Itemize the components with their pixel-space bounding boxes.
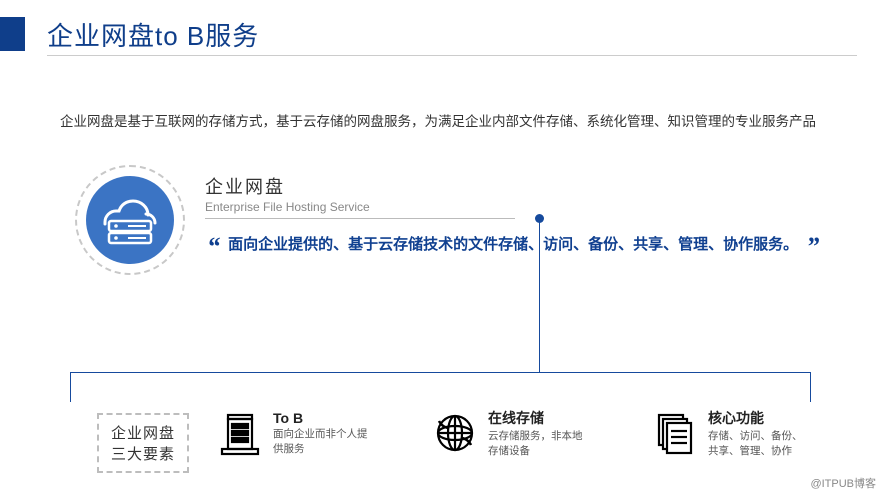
feature-title: To B bbox=[273, 410, 368, 426]
building-icon bbox=[215, 408, 265, 458]
cloud-server-icon bbox=[86, 176, 174, 264]
feature-text: To B 面向企业而非个人提 供服务 bbox=[273, 410, 368, 455]
heading-title: 企业网盘 bbox=[205, 173, 515, 199]
quote-close-icon: ” bbox=[806, 232, 819, 261]
intro-text: 企业网盘是基于互联网的存储方式，基于云存储的网盘服务，为满足企业内部文件存储、系… bbox=[60, 110, 850, 130]
feature-to-b: To B 面向企业而非个人提 供服务 bbox=[215, 408, 368, 458]
documents-icon bbox=[650, 408, 700, 458]
title-underline bbox=[47, 55, 857, 56]
title-accent-block bbox=[0, 17, 25, 51]
quote-block: “ 面向企业提供的、基于云存储技术的文件存储、访问、备份、共享、管理、协作服务。… bbox=[207, 232, 819, 262]
watermark-text: @ITPUB博客 bbox=[810, 475, 876, 491]
elements-label-line2: 三大要素 bbox=[111, 443, 175, 464]
feature-desc: 面向企业而非个人提 供服务 bbox=[273, 427, 368, 455]
quote-text: 面向企业提供的、基于云存储技术的文件存储、访问、备份、共享、管理、协作服务。 bbox=[228, 236, 798, 253]
connector-drop-right bbox=[810, 372, 811, 402]
elements-label-box: 企业网盘 三大要素 bbox=[97, 413, 189, 473]
globe-icon bbox=[430, 408, 480, 458]
connector-vertical bbox=[539, 218, 540, 373]
quote-open-icon: “ bbox=[207, 232, 220, 261]
title-bar: 企业网盘to B服务 bbox=[0, 17, 259, 51]
feature-desc: 云存储服务，非本地 存储设备 bbox=[488, 429, 583, 457]
feature-core-functions: 核心功能 存储、访问、备份、 共享、管理、协作 bbox=[650, 408, 803, 458]
connector-horizontal bbox=[70, 372, 810, 373]
feature-title: 在线存储 bbox=[488, 408, 583, 428]
slide-root: 企业网盘to B服务 企业网盘是基于互联网的存储方式，基于云存储的网盘服务，为满… bbox=[0, 0, 890, 501]
feature-text: 核心功能 存储、访问、备份、 共享、管理、协作 bbox=[708, 408, 803, 457]
feature-desc: 存储、访问、备份、 共享、管理、协作 bbox=[708, 429, 803, 457]
cloud-icon-wrap bbox=[75, 165, 185, 275]
slide-title: 企业网盘to B服务 bbox=[47, 16, 259, 53]
feature-online-storage: 在线存储 云存储服务，非本地 存储设备 bbox=[430, 408, 583, 458]
heading-subtitle: Enterprise File Hosting Service bbox=[205, 200, 515, 214]
feature-text: 在线存储 云存储服务，非本地 存储设备 bbox=[488, 408, 583, 457]
feature-title: 核心功能 bbox=[708, 408, 803, 428]
heading-block: 企业网盘 Enterprise File Hosting Service bbox=[205, 173, 515, 219]
elements-label-line1: 企业网盘 bbox=[111, 422, 175, 443]
connector-drop-left bbox=[70, 372, 71, 402]
heading-underline bbox=[205, 218, 515, 219]
